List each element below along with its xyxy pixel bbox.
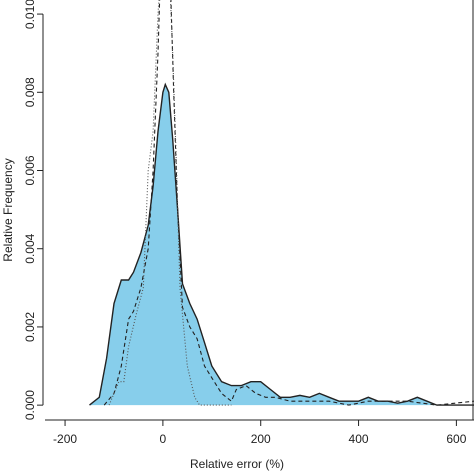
density-line [103, 0, 474, 406]
x-tick-label: 600 [446, 432, 466, 446]
y-axis-label: Relative Frequency [1, 158, 15, 261]
y-tick-label: 0.002 [23, 312, 37, 342]
plot-area [89, 0, 474, 406]
y-tick-label: 0.006 [23, 155, 37, 185]
y-tick-label: 0.004 [23, 233, 37, 263]
y-tick-label: 0.010 [23, 0, 37, 29]
y-tick-label: 0.008 [23, 77, 37, 107]
y-tick-label: 0.000 [23, 390, 37, 420]
x-tick-label: -200 [53, 432, 77, 446]
density-area [89, 84, 474, 406]
x-tick-label: 0 [160, 432, 167, 446]
x-tick-label: 200 [251, 432, 271, 446]
x-axis-label: Relative error (%) [190, 457, 284, 471]
x-tick-label: 400 [349, 432, 369, 446]
